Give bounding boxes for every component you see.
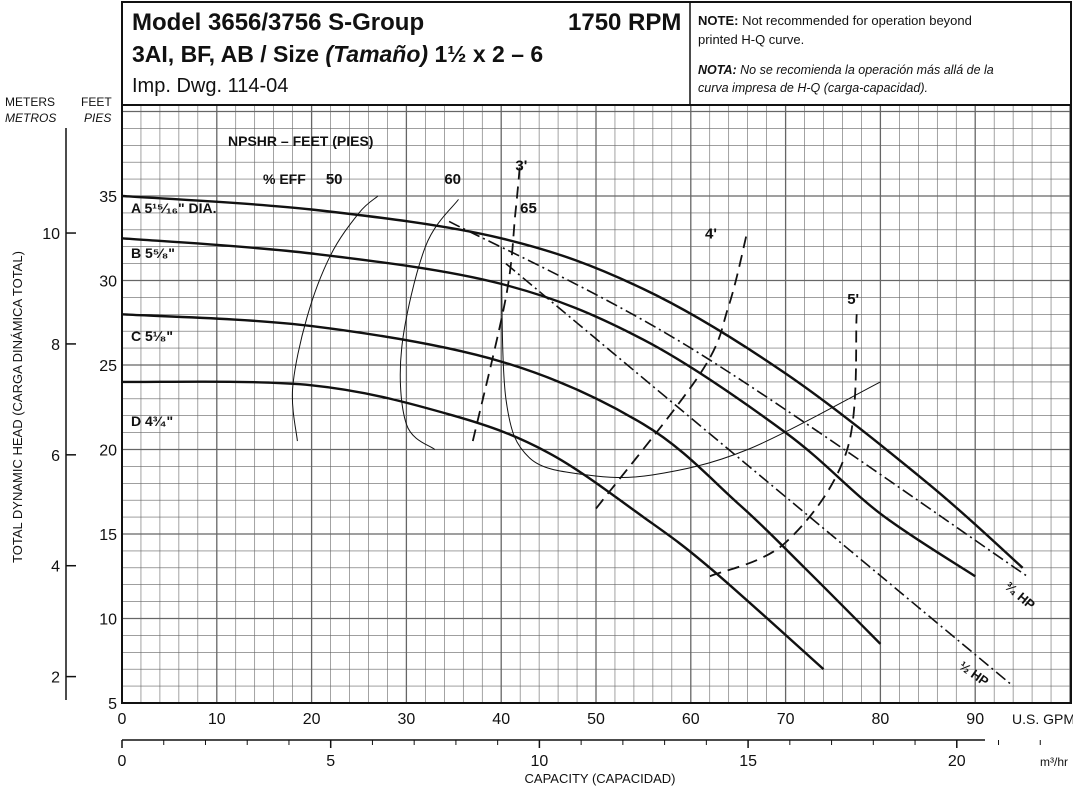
hp-limit-curve <box>505 262 1014 687</box>
curve-value-label: 4' <box>705 225 717 242</box>
m3hr-tick-label: 15 <box>739 753 757 770</box>
metros-label: METROS <box>5 111 56 125</box>
npsh-curve <box>471 162 522 442</box>
curve-value-label: 50 <box>326 171 343 188</box>
gpm-tick-label: 10 <box>208 711 226 728</box>
efficiency-curve <box>291 195 379 442</box>
size-value: 1½ x 2 – 6 <box>428 41 543 67</box>
gpm-unit: U.S. GPM <box>1012 711 1073 727</box>
y-axis-title: TOTAL DYNAMIC HEAD (CARGA DINÁMICA TOTAL… <box>10 251 25 563</box>
meters-label: METERS <box>5 95 55 109</box>
meters-ticks: 2 4 6 8 10 <box>42 226 76 687</box>
size-line-prefix: 3AI, BF, AB / Size <box>132 41 325 67</box>
hp-limit-curve <box>448 220 1028 577</box>
nota-line-2: curva impresa de H-Q (carga-capacidad). <box>698 81 928 95</box>
feet-ticks: 5 10 15 20 25 30 35 <box>99 189 117 713</box>
curve-value-label: 5' <box>847 291 859 308</box>
note-label: NOTE: <box>698 13 738 28</box>
hp-12-label: ½ HP <box>956 658 992 689</box>
eff-label: % EFF <box>263 171 306 187</box>
gpm-tick-label: 80 <box>872 711 890 728</box>
hp-34-label: ³⁄₄ HP <box>1002 579 1038 613</box>
chart-curves <box>121 162 1028 687</box>
meter-tick-label: 6 <box>51 448 60 465</box>
m3hr-tick-label: 20 <box>948 753 966 770</box>
feet-tick-label: 5 <box>108 696 117 713</box>
pies-label: PIES <box>84 111 111 125</box>
header-frame <box>121 1 1072 106</box>
chart-grid <box>121 104 1072 704</box>
nota-label: NOTA: <box>698 63 737 77</box>
feet-tick-label: 30 <box>99 274 117 291</box>
gpm-tick-label: 0 <box>118 711 127 728</box>
head-curve <box>121 237 976 578</box>
impeller-b-label: B 5⁵⁄₈" <box>131 245 175 261</box>
m3hr-tick-label: 5 <box>326 753 335 770</box>
curve-value-label: 65 <box>520 200 537 217</box>
m3hr-tick-label: 10 <box>530 753 548 770</box>
curve-value-labels: 50 60 65 3' 4' 5' <box>326 158 859 309</box>
feet-tick-label: 15 <box>99 527 117 544</box>
gpm-tick-label: 20 <box>303 711 321 728</box>
curve-value-label: 3' <box>515 158 527 175</box>
npsh-curve <box>595 229 749 510</box>
m3hr-unit: m³/hr <box>1040 755 1068 769</box>
efficiency-curve <box>500 246 881 479</box>
feet-tick-label: 10 <box>99 612 117 629</box>
impeller-c-label: C 5¹⁄₈" <box>131 328 173 344</box>
model-title: Model 3656/3756 S-Group <box>132 9 424 36</box>
efficiency-curve <box>399 199 459 450</box>
npsh-curve <box>709 314 858 578</box>
gpm-tick-label: 50 <box>587 711 605 728</box>
gpm-tick-label: 30 <box>398 711 416 728</box>
feet-tick-label: 35 <box>99 189 117 206</box>
impeller-d-label: D 4³⁄₄" <box>131 413 173 429</box>
curve-value-label: 60 <box>444 171 461 188</box>
gpm-tick-label: 40 <box>492 711 510 728</box>
gpm-tick-label: 90 <box>966 711 984 728</box>
gpm-tick-label: 70 <box>777 711 795 728</box>
nota-line-1: NOTA: No se recomienda la operación más … <box>698 63 994 77</box>
rpm-label: 1750 RPM <box>568 9 681 36</box>
note-line-2: printed H-Q curve. <box>698 32 804 47</box>
gpm-tick-label: 60 <box>682 711 700 728</box>
meter-tick-label: 2 <box>51 670 60 687</box>
feet-tick-label: 20 <box>99 443 117 460</box>
nota-text-1: No se recomienda la operación más allá d… <box>737 63 994 77</box>
meter-tick-label: 10 <box>42 226 60 243</box>
feet-tick-label: 25 <box>99 358 117 375</box>
head-curve <box>121 194 1024 569</box>
x-axis-title: CAPACITY (CAPACIDAD) <box>525 771 676 786</box>
meter-tick-label: 8 <box>51 337 60 354</box>
gpm-ticks: 0 10 20 30 40 50 60 70 80 90 <box>118 711 985 728</box>
head-curve <box>121 380 825 671</box>
head-curve <box>121 313 882 645</box>
meter-tick-label: 4 <box>51 559 60 576</box>
npsh-label: NPSHR – FEET (PIES) <box>228 133 373 149</box>
drawing-number: Imp. Dwg. 114-04 <box>132 75 288 97</box>
m3hr-tick-label: 0 <box>118 753 127 770</box>
impeller-a-label: A 5¹⁵⁄₁₆" DIA. <box>131 200 217 216</box>
m3hr-ticks: 0 5 10 15 20 <box>118 740 1041 770</box>
note-line-1: NOTE: Not recommended for operation beyo… <box>698 13 972 28</box>
size-word: (Tamaño) <box>325 41 428 67</box>
note-text-1: Not recommended for operation beyond <box>738 13 971 28</box>
size-line: 3AI, BF, AB / Size (Tamaño) 1½ x 2 – 6 <box>132 41 543 67</box>
feet-label: FEET <box>81 95 112 109</box>
